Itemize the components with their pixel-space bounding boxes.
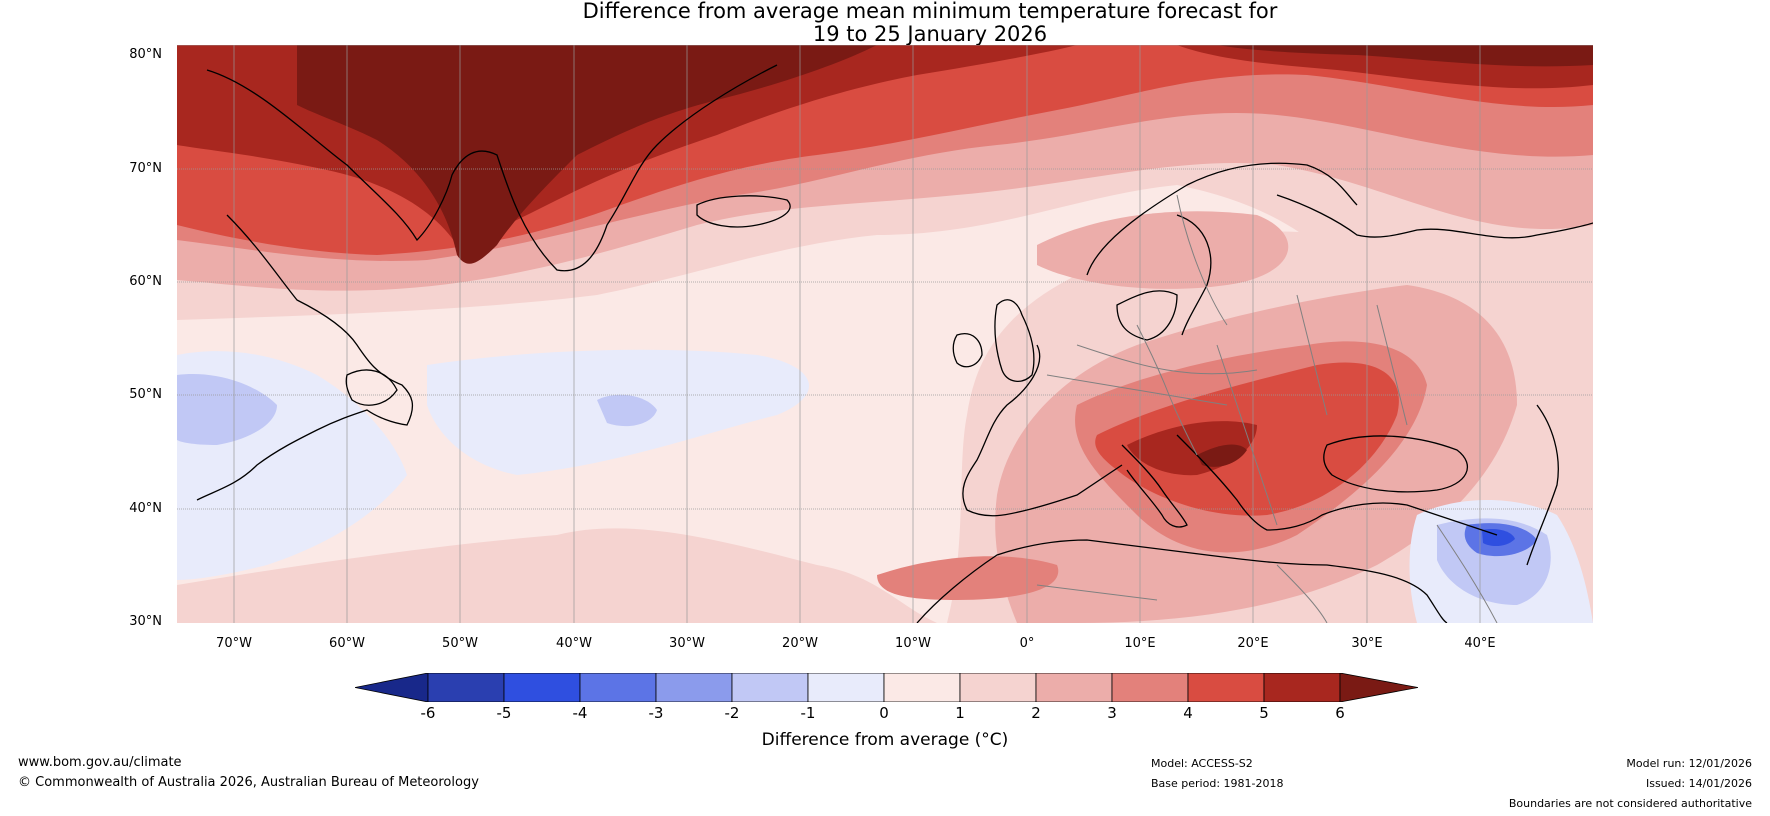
colorbar-swatch-minus-4-to-minus-3 (579, 673, 657, 702)
lat-label-80n: 80°N (129, 47, 162, 62)
coastline-balkans (1176, 434, 1498, 536)
coastline-north-africa (916, 539, 1448, 623)
anomaly-band-minus-2-to-minus-1-west (177, 374, 277, 445)
colorbar-swatch-minus-1-to-0 (807, 673, 885, 702)
colorbar-tick-minus-5: -5 (496, 704, 512, 722)
colorbar-swatch-minus-2-to-minus-1 (731, 673, 809, 702)
map-title-line-2: 19 to 25 January 2026 (812, 22, 1048, 46)
country-borders (1036, 194, 1498, 623)
colorbar-swatch-minus-3-to-minus-2 (655, 673, 733, 702)
coastline-great-britain (994, 299, 1035, 382)
temperature-anomaly-map (177, 45, 1593, 623)
coastline-france-iberia (962, 344, 1123, 517)
colorbar-swatch-2-to-3 (1035, 673, 1113, 702)
colorbar-swatch-minus-5-to-minus-4 (503, 673, 581, 702)
map-title: Difference from average mean minimum tem… (0, 0, 1770, 46)
colorbar (355, 673, 1418, 702)
footer-model: Model: ACCESS-S2 (1151, 757, 1253, 770)
colorbar-tick-2: 2 (1031, 704, 1041, 722)
lon-label-10w: 10°W (895, 636, 931, 651)
colorbar-tick-6: 6 (1335, 704, 1345, 722)
coastline-newfoundland (345, 369, 398, 406)
lat-label-40n: 40°N (129, 501, 162, 516)
lat-label-70n: 70°N (129, 161, 162, 176)
lon-label-20w: 20°W (782, 636, 818, 651)
colorbar-tick-3: 3 (1107, 704, 1117, 722)
colorbar-swatch-above-6 (1339, 673, 1418, 702)
footer-base-period: Base period: 1981-2018 (1151, 777, 1284, 790)
colorbar-tick-minus-6: -6 (420, 704, 436, 722)
lon-label-30e: 30°E (1351, 636, 1383, 651)
colorbar-tick-minus-2: -2 (724, 704, 740, 722)
lon-label-40w: 40°W (556, 636, 592, 651)
colorbar-tick-1: 1 (955, 704, 965, 722)
coastline-labrador (196, 214, 414, 501)
colorbar-swatch-0-to-1 (883, 673, 961, 702)
footer-copyright: © Commonwealth of Australia 2026, Austra… (18, 775, 479, 790)
anomaly-band-1-to-2-south (177, 528, 937, 623)
anomaly-band-2-to-3-scandinavia (1037, 211, 1289, 289)
lon-label-60w: 60°W (329, 636, 365, 651)
lat-label-30n: 30°N (129, 614, 162, 629)
footer-issued: Issued: 14/01/2026 (1645, 777, 1752, 790)
colorbar-swatch-3-to-4 (1111, 673, 1189, 702)
footer-disclaimer: Boundaries are not considered authoritat… (1508, 797, 1752, 810)
lon-label-70w: 70°W (216, 636, 252, 651)
lon-label-30w: 30°W (669, 636, 705, 651)
coastline-iceland (696, 195, 791, 228)
lat-label-60n: 60°N (129, 274, 162, 289)
lat-label-50n: 50°N (129, 387, 162, 402)
coastline-caspian (1526, 404, 1559, 566)
colorbar-swatch-below-minus-6 (355, 673, 429, 702)
coastline-black-sea (1323, 435, 1469, 493)
lon-label-40e: 40°E (1464, 636, 1496, 651)
colorbar-swatch-4-to-5 (1187, 673, 1265, 702)
colorbar-swatch-5-to-6 (1263, 673, 1341, 702)
colorbar-tick-0: 0 (879, 704, 889, 722)
coastline-italy (1121, 444, 1188, 528)
colorbar-tick-minus-4: -4 (572, 704, 588, 722)
anomaly-band-3-to-4-sahara (877, 556, 1059, 600)
colorbar-tick-4: 4 (1183, 704, 1193, 722)
colorbar-swatch-1-to-2 (959, 673, 1037, 702)
anomaly-band-above-6-east (1217, 45, 1593, 67)
coastline-ireland (952, 333, 983, 368)
lon-label-10e: 10°E (1124, 636, 1156, 651)
coastline-sweden-east (1176, 214, 1212, 336)
footer-model-run: Model run: 12/01/2026 (1626, 757, 1752, 770)
lon-label-0: 0° (1019, 636, 1035, 651)
anomaly-band-minus-2-to-minus-1-atlantic (597, 394, 657, 427)
colorbar-swatch-minus-6-to-minus-5 (427, 673, 505, 702)
lon-label-50w: 50°W (442, 636, 478, 651)
colorbar-tick-minus-1: -1 (800, 704, 816, 722)
footer-website: www.bom.gov.au/climate (18, 755, 182, 770)
coastline-white-sea (1276, 194, 1593, 239)
colorbar-label: Difference from average (°C) (761, 730, 1009, 750)
lon-label-20e: 20°E (1237, 636, 1269, 651)
anomaly-band-above-6-balkans (1197, 444, 1247, 467)
colorbar-tick-minus-3: -3 (648, 704, 664, 722)
colorbar-tick-5: 5 (1259, 704, 1269, 722)
coastlines (196, 64, 1593, 623)
coastline-greenland (206, 64, 778, 272)
coastline-baltic (1116, 290, 1178, 341)
anomaly-band-above-6 (297, 45, 877, 264)
map-title-line-1: Difference from average mean minimum tem… (582, 0, 1278, 23)
coastline-norway (1086, 162, 1358, 276)
